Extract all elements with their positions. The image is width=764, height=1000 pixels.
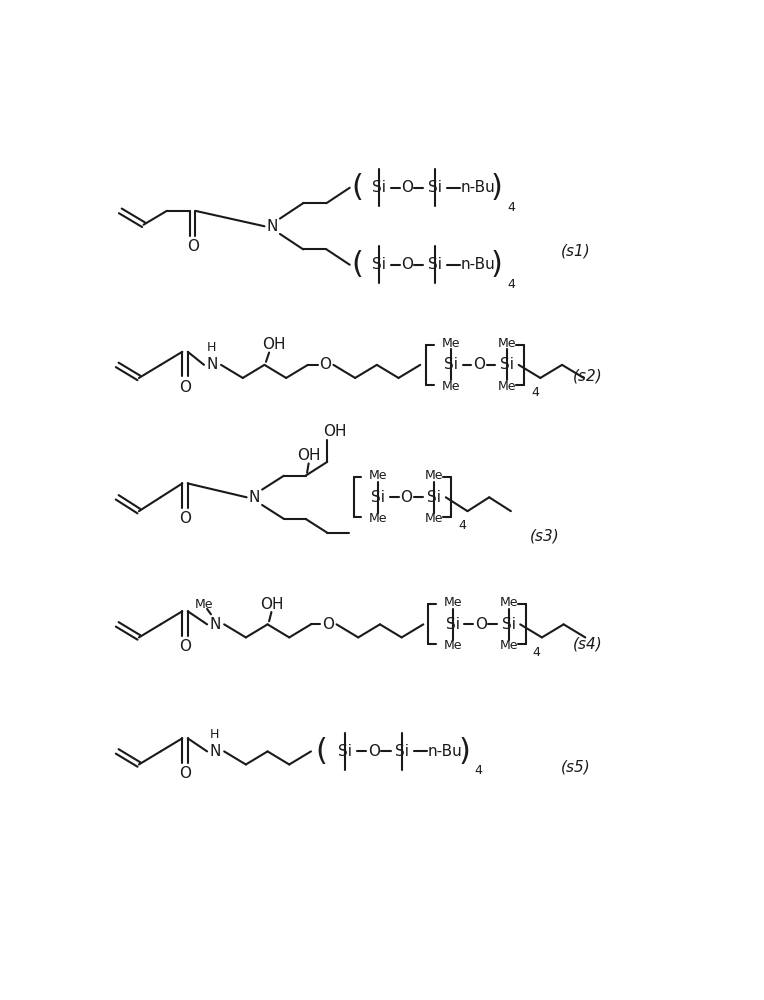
Text: Me: Me — [442, 337, 461, 350]
Text: Me: Me — [498, 380, 516, 393]
Text: O: O — [179, 380, 191, 395]
Text: 4: 4 — [507, 278, 515, 291]
Text: Si: Si — [427, 490, 441, 505]
Text: O: O — [474, 617, 487, 632]
Text: N: N — [209, 744, 221, 759]
Text: n-Bu: n-Bu — [428, 744, 462, 759]
Text: Si: Si — [445, 617, 460, 632]
Text: O: O — [179, 766, 191, 781]
Text: O: O — [179, 639, 191, 654]
Text: OH: OH — [262, 337, 286, 352]
Text: Si: Si — [338, 744, 352, 759]
Text: O: O — [179, 511, 191, 526]
Text: (: ( — [316, 737, 328, 766]
Text: H: H — [207, 341, 216, 354]
Text: O: O — [367, 744, 380, 759]
Text: (s1): (s1) — [561, 243, 591, 258]
Text: OH: OH — [297, 448, 320, 463]
Text: (: ( — [351, 173, 364, 202]
Text: Me: Me — [369, 512, 387, 525]
Text: O: O — [400, 490, 413, 505]
Text: Si: Si — [428, 180, 442, 195]
Text: Me: Me — [425, 512, 443, 525]
Text: Si: Si — [371, 490, 385, 505]
Text: Si: Si — [428, 257, 442, 272]
Text: ): ) — [458, 737, 471, 766]
Text: Si: Si — [396, 744, 410, 759]
Text: 4: 4 — [507, 201, 515, 214]
Text: Me: Me — [425, 469, 443, 482]
Text: O: O — [401, 257, 413, 272]
Text: N: N — [267, 219, 278, 234]
Text: Si: Si — [502, 617, 516, 632]
Text: Me: Me — [442, 380, 461, 393]
Text: OH: OH — [323, 424, 347, 439]
Text: Si: Si — [372, 180, 386, 195]
Text: Si: Si — [500, 357, 514, 372]
Text: N: N — [249, 490, 260, 505]
Text: (s2): (s2) — [573, 368, 603, 383]
Text: (s5): (s5) — [561, 759, 591, 774]
Text: 4: 4 — [531, 386, 539, 399]
Text: Me: Me — [444, 639, 462, 652]
Text: ): ) — [491, 173, 503, 202]
Text: O: O — [401, 180, 413, 195]
Text: Me: Me — [444, 596, 462, 609]
Text: Me: Me — [500, 596, 518, 609]
Text: n-Bu: n-Bu — [460, 257, 495, 272]
Text: (: ( — [351, 250, 364, 279]
Text: n-Bu: n-Bu — [460, 180, 495, 195]
Text: Me: Me — [498, 337, 516, 350]
Text: N: N — [206, 357, 218, 372]
Text: Me: Me — [500, 639, 518, 652]
Text: ): ) — [491, 250, 503, 279]
Text: H: H — [210, 728, 219, 741]
Text: 4: 4 — [474, 764, 482, 777]
Text: (s4): (s4) — [573, 636, 603, 651]
Text: N: N — [209, 617, 221, 632]
Text: Si: Si — [444, 357, 458, 372]
Text: O: O — [319, 357, 331, 372]
Text: O: O — [473, 357, 485, 372]
Text: 4: 4 — [458, 519, 466, 532]
Text: O: O — [322, 617, 334, 632]
Text: O: O — [186, 239, 199, 254]
Text: Si: Si — [372, 257, 386, 272]
Text: Me: Me — [195, 598, 213, 611]
Text: 4: 4 — [533, 646, 540, 659]
Text: (s3): (s3) — [530, 528, 560, 543]
Text: Me: Me — [369, 469, 387, 482]
Text: OH: OH — [261, 597, 284, 612]
